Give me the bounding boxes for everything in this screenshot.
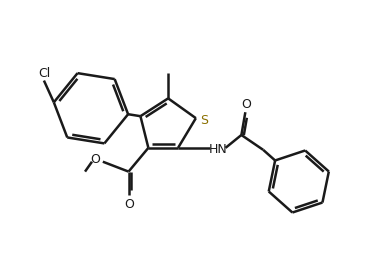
Text: HN: HN	[208, 143, 227, 156]
Text: Cl: Cl	[38, 67, 50, 80]
Text: O: O	[90, 153, 100, 166]
Text: O: O	[242, 98, 251, 111]
Text: O: O	[124, 198, 134, 211]
Text: S: S	[200, 114, 208, 127]
